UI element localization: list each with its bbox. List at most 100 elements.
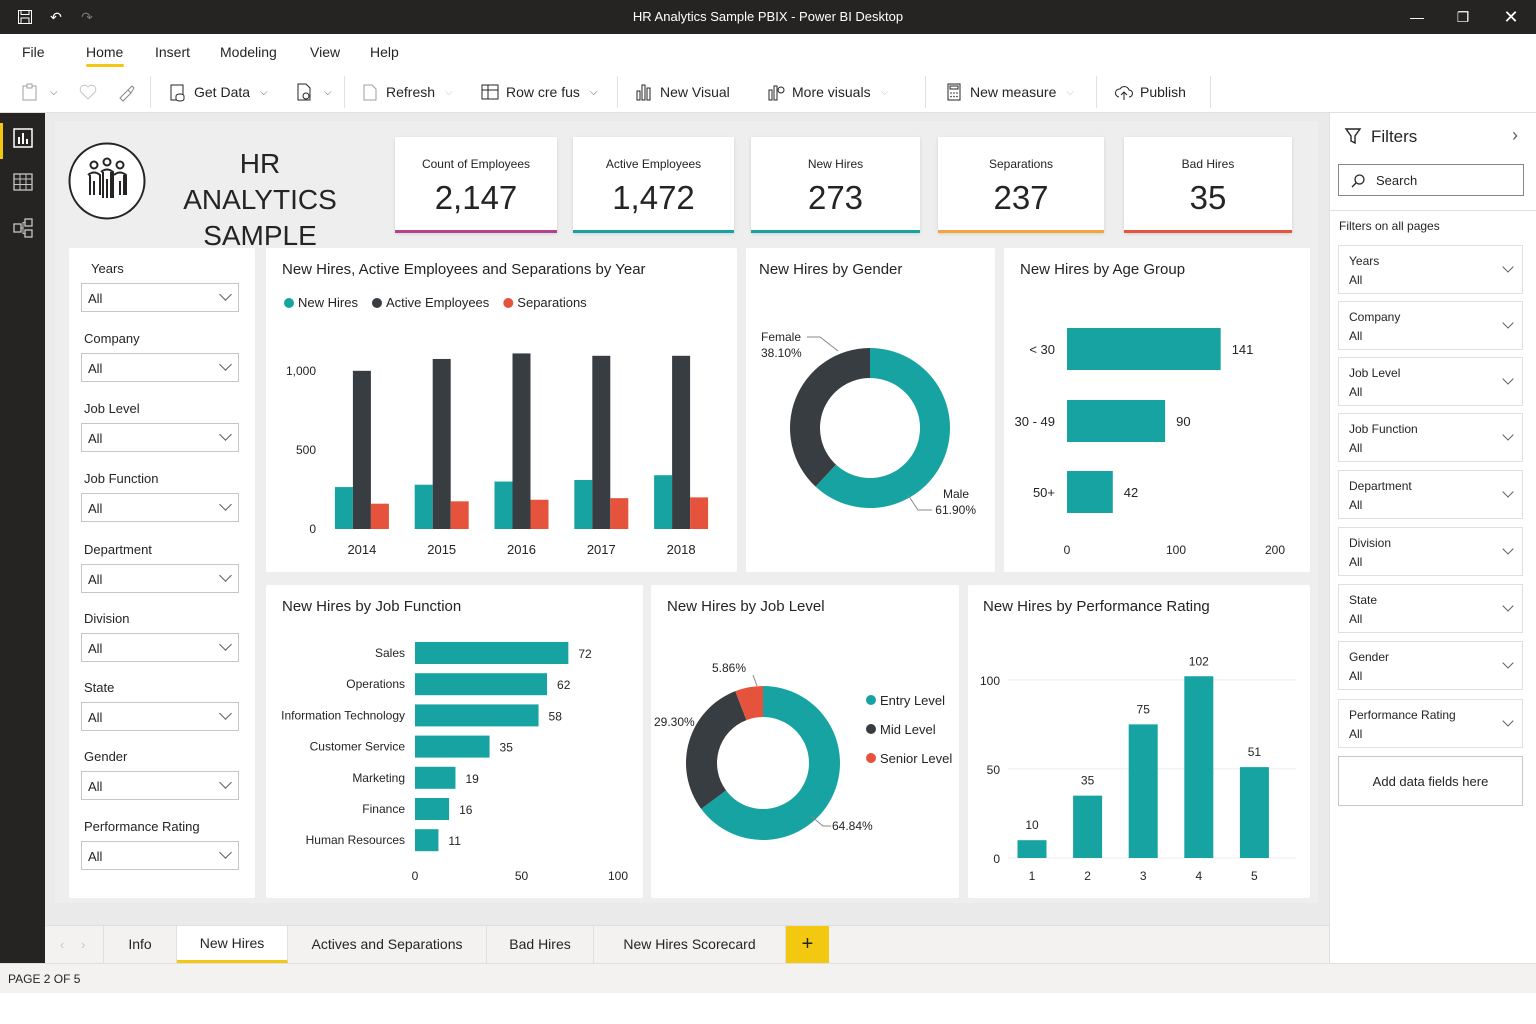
tab-info[interactable]: Info	[103, 926, 177, 963]
y-tick-label: Marketing	[352, 771, 405, 785]
slicer-department-dropdown[interactable]: All	[81, 564, 239, 593]
publish-button[interactable]: Publish	[1114, 82, 1186, 102]
kpi-separations[interactable]: Separations 237	[938, 137, 1104, 233]
document-icon	[297, 83, 311, 101]
filter-card-gender[interactable]: Gender All	[1338, 641, 1523, 690]
redo-icon[interactable]: ↷	[81, 9, 93, 25]
chart-by-performance-rating[interactable]: 0 50 100 10 1 35 2 75 3 102 4 51 5	[968, 620, 1310, 898]
slicer-division-dropdown[interactable]: All	[81, 633, 239, 662]
new-visual-label: New Visual	[660, 84, 730, 100]
bar	[334, 487, 353, 529]
transform-label: Row cre fus	[506, 84, 580, 100]
format-painter-button[interactable]	[78, 82, 98, 102]
restore-icon[interactable]: ❐	[1456, 9, 1470, 25]
bar	[1184, 676, 1214, 858]
save-icon[interactable]	[14, 6, 36, 28]
paste-button[interactable]: ⌵	[20, 82, 58, 102]
filter-icon	[1344, 128, 1362, 145]
slicer-performance-rating-dropdown[interactable]: All	[81, 841, 239, 870]
kpi-active-employees[interactable]: Active Employees 1,472	[573, 137, 734, 233]
tab-scroll-right-icon[interactable]: ›	[81, 937, 86, 952]
brush-button[interactable]	[116, 82, 136, 102]
menu-insert[interactable]: Insert	[155, 44, 191, 60]
transform-button[interactable]: Row cre fus ⌵	[480, 82, 598, 102]
menu-home[interactable]: Home	[86, 44, 124, 60]
bar	[494, 481, 513, 529]
slicer-company-dropdown[interactable]: All	[81, 353, 239, 382]
minimize-icon[interactable]: —	[1410, 9, 1424, 25]
filter-card-state[interactable]: State All	[1338, 584, 1523, 633]
kpi-bad-hires[interactable]: Bad Hires 35	[1124, 137, 1292, 233]
model-view-icon[interactable]	[12, 217, 34, 239]
chevron-down-icon	[1502, 373, 1514, 385]
collapse-chevron-icon[interactable]: ›	[1512, 125, 1518, 145]
data-label: 35	[500, 741, 514, 755]
refresh-button[interactable]: Refresh ⌵	[360, 82, 453, 102]
paste-icon	[22, 83, 37, 101]
chevron-down-icon	[1502, 715, 1514, 727]
filter-card-performance-rating[interactable]: Performance Rating All	[1338, 699, 1523, 748]
chart-by-gender[interactable]: Female 38.10% Male 61.90%	[746, 285, 995, 572]
data-source-button[interactable]: ⌵	[294, 82, 332, 102]
x-tick-label: 2	[1084, 869, 1091, 883]
tab-bad-hires[interactable]: Bad Hires	[487, 926, 594, 963]
bar	[530, 499, 549, 529]
slicer-years-dropdown[interactable]: All	[81, 283, 239, 312]
filter-card-company[interactable]: Company All	[1338, 301, 1523, 350]
tab-scroll-left-icon[interactable]: ‹	[60, 937, 65, 952]
y-tick-label: Information Technology	[281, 708, 405, 722]
add-page-button[interactable]: +	[786, 926, 829, 963]
chart-by-job-level[interactable]: 64.84% 29.30% 5.86% Entry Level Mid Level Sen…	[651, 620, 959, 898]
y-tick-label: 500	[296, 443, 316, 457]
filter-card-department[interactable]: Department All	[1338, 470, 1523, 519]
chart-by-year[interactable]: New Hires Active Employees Separations 0 500…	[266, 285, 737, 572]
slice	[686, 691, 747, 809]
kpi-accent-bar	[938, 230, 1104, 233]
report-view-icon[interactable]	[12, 127, 34, 149]
slicer-gender-dropdown[interactable]: All	[81, 771, 239, 800]
new-visual-button[interactable]: New Visual	[634, 82, 730, 102]
filter-card-division[interactable]: Division All	[1338, 527, 1523, 576]
chevron-down-icon	[1502, 486, 1514, 498]
filter-card-job-level[interactable]: Job Level All	[1338, 357, 1523, 406]
slice-label: 61.90%	[935, 503, 976, 517]
chart-by-job-function[interactable]: Sales 72 Operations 62 Information Technolog…	[266, 620, 643, 898]
x-tick-label: 0	[1064, 543, 1071, 557]
x-tick-label: 3	[1140, 869, 1147, 883]
kpi-new-hires[interactable]: New Hires 273	[751, 137, 920, 233]
menu-file[interactable]: File	[22, 44, 45, 60]
slicer-job-function-dropdown[interactable]: All	[81, 493, 239, 522]
slicer-label-state: State	[84, 680, 115, 695]
add-data-fields-dropzone[interactable]: Add data fields here	[1338, 756, 1523, 806]
tab-new-hires[interactable]: New Hires	[177, 926, 288, 963]
get-data-button[interactable]: Get Data ⌵	[168, 82, 268, 102]
y-tick-label: Human Resources	[306, 833, 405, 847]
new-measure-button[interactable]: New measure ⌵	[944, 82, 1074, 102]
chevron-down-icon	[219, 707, 232, 720]
chart-by-age-group[interactable]: < 30 141 30 - 49 90 50+ 42 0 100 200	[1004, 285, 1310, 572]
menu-view[interactable]: View	[310, 44, 341, 60]
filters-search-input[interactable]: Search	[1338, 164, 1524, 196]
data-label: 72	[578, 647, 592, 661]
status-bar: PAGE 2 OF 5	[0, 963, 1536, 993]
tab-actives-and-separations[interactable]: Actives and Separations	[288, 926, 487, 963]
slicer-state-dropdown[interactable]: All	[81, 702, 239, 731]
filter-card-job-function[interactable]: Job Function All	[1338, 413, 1523, 462]
undo-icon[interactable]: ↶	[50, 9, 62, 25]
search-icon	[1351, 174, 1365, 188]
menu-modeling[interactable]: Modeling	[220, 44, 277, 60]
y-tick-label: 0	[309, 522, 316, 536]
kpi-count-of-employees[interactable]: Count of Employees 2,147	[395, 137, 557, 233]
brush-icon	[119, 85, 135, 102]
close-icon[interactable]: ✕	[1503, 7, 1519, 27]
slicer-job-level-dropdown[interactable]: All	[81, 423, 239, 452]
tab-new-hires-scorecard[interactable]: New Hires Scorecard	[594, 926, 786, 963]
chart-card-by-gender[interactable]	[746, 248, 995, 572]
data-view-icon[interactable]	[12, 171, 34, 193]
chevron-down-icon	[219, 776, 232, 789]
chevron-down-icon	[219, 498, 232, 511]
filter-card-years[interactable]: Years All	[1338, 245, 1523, 294]
chart-title-by-job-level: New Hires by Job Level	[667, 598, 825, 615]
more-visuals-button[interactable]: More visuals ⌵	[766, 82, 888, 102]
menu-help[interactable]: Help	[370, 44, 399, 60]
